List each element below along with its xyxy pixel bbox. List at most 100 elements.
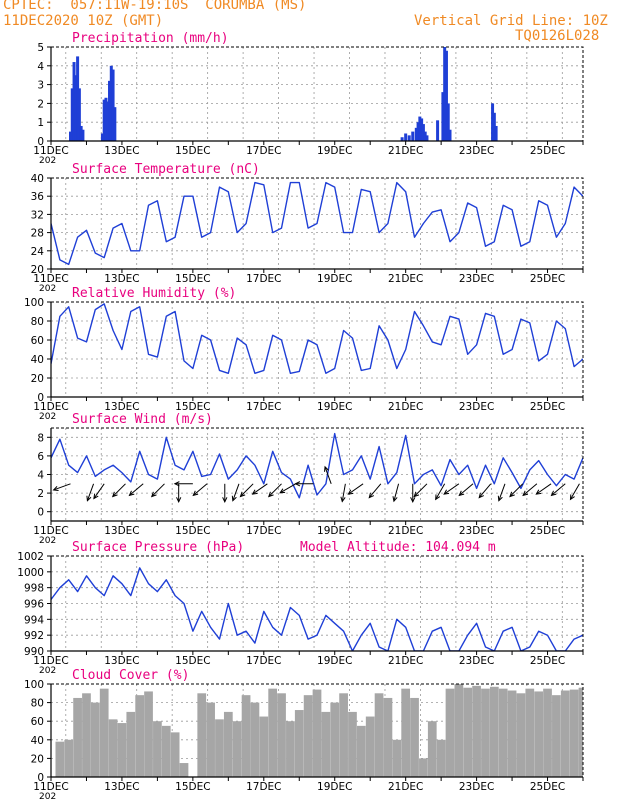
cloud-bar (454, 684, 464, 777)
cloud-bar (560, 690, 570, 777)
cloud-bar (126, 711, 136, 777)
panel-annotation: Model Altitude: 104.094 m (300, 540, 496, 555)
x-tick-label: 25DEC (530, 145, 565, 157)
wind-arrow-shaft (112, 483, 126, 497)
precip-bar (436, 120, 440, 141)
precip-bar (400, 137, 404, 141)
y-tick-label: 1 (37, 117, 44, 129)
wind-arrow-shaft (324, 466, 332, 484)
x-tick-label: 25DEC (530, 401, 565, 413)
y-tick-label: 4 (37, 470, 44, 482)
x-tick-label: 15DEC (175, 655, 210, 667)
wind-arrow (509, 483, 524, 498)
x-year-fragment: 202 (39, 666, 56, 676)
x-tick-label: 19DEC (317, 145, 352, 157)
precip-bar (81, 129, 85, 141)
x-tick-label: 11DEC (33, 655, 68, 667)
wind-arrow (410, 483, 416, 503)
x-tick-label: 11DEC (33, 525, 68, 537)
data-layer (51, 181, 583, 266)
panel-title: Relative Humidity (%) (72, 286, 236, 301)
cloud-bar (82, 693, 91, 777)
precip-bar (100, 133, 104, 141)
wind-arrow-shaft (151, 483, 165, 497)
cloud-bar (401, 688, 411, 777)
header-station-line: CPTEC: 057:11W-19:10S CORUMBA (MS) (3, 0, 307, 13)
y-tick-label: 994 (24, 614, 44, 626)
cloud-bar (312, 689, 322, 777)
wind-arrow (458, 483, 474, 497)
wind-arrow-head (128, 490, 135, 497)
wind-arrow-head (231, 495, 237, 502)
panel-rh: 0 20 40 60 80 100 11DEC 13DEC 15DEC 17DEC 19DEC 21D… (24, 286, 584, 422)
y-tick-label: 0 (37, 507, 44, 519)
x-tick-label: 23DEC (459, 781, 494, 793)
x-tick-label: 21DEC (388, 145, 423, 157)
x-tick-label: 21DEC (388, 401, 423, 413)
x-tick-label: 17DEC (246, 401, 281, 413)
x-tick-label: 19DEC (317, 781, 352, 793)
cloud-bar (117, 723, 127, 777)
precip-bar (111, 69, 115, 141)
precip-bar (102, 99, 106, 141)
wind-arrow (111, 483, 126, 498)
cloud-bar (348, 711, 357, 777)
cloud-bar (73, 697, 82, 777)
y-tick-label: 990 (24, 646, 44, 658)
wind-arrow-head (550, 490, 557, 497)
wind-arrow-head (392, 496, 398, 503)
cloud-bar (232, 721, 242, 777)
y-tick-label: 0 (37, 136, 44, 148)
cloud-bar (481, 688, 490, 777)
cloud-bar (259, 716, 269, 777)
y-tick-label: 2 (37, 98, 44, 110)
cloud-bar (427, 721, 437, 777)
cloud-bar (578, 687, 583, 777)
wind-arrow (340, 483, 346, 503)
y-tick-label: 20 (31, 264, 44, 276)
y-tick-label: 32 (31, 209, 44, 221)
precip-bar (441, 92, 445, 141)
wind-arrow-head (173, 481, 180, 487)
panel-wind: 0 2 4 6 8 11DEC 13DEC 15DEC 17DEC 19DEC 21DEC 23DEC… (33, 412, 584, 546)
x-year-fragment: 202 (39, 156, 56, 166)
x-tick-label: 15DEC (175, 781, 210, 793)
x-tick-label: 13DEC (104, 145, 139, 157)
x-tick-label: 11DEC (33, 781, 68, 793)
cloud-bar (383, 697, 393, 777)
x-tick-label: 23DEC (459, 145, 494, 157)
panel-title: Surface Pressure (hPa) (72, 540, 244, 555)
header-grid-note: Vertical Grid Line: 10Z (414, 13, 608, 29)
wind-arrow-shaft (192, 483, 208, 496)
cloud-bar (472, 685, 481, 777)
wind-arrow (368, 483, 382, 499)
cloud-bar (215, 719, 224, 777)
wind-arrow-head (340, 496, 346, 503)
wind-arrow-head (150, 491, 157, 498)
wind-arrow (392, 483, 400, 503)
x-year-fragment: 202 (39, 284, 56, 294)
x-tick-label: 17DEC (246, 525, 281, 537)
x-tick-label: 23DEC (459, 401, 494, 413)
cloud-bar (419, 758, 428, 777)
cloud-bar (55, 741, 65, 777)
y-tick-label: 5 (37, 42, 44, 54)
precip-bar (404, 133, 408, 141)
x-tick-label: 13DEC (104, 401, 139, 413)
x-tick-label: 25DEC (530, 655, 565, 667)
precip-bar (443, 47, 447, 141)
precip-bar (423, 131, 427, 141)
wind-arrow-head (176, 497, 182, 503)
wind-arrow (267, 483, 282, 498)
x-tick-label: 15DEC (175, 401, 210, 413)
precip-bar (492, 112, 496, 141)
x-year-fragment: 202 (39, 412, 56, 422)
wind-arrow (443, 483, 460, 495)
y-tick-label: 2 (37, 488, 44, 500)
cloud-bar (365, 716, 375, 777)
precip-bar (425, 135, 429, 141)
x-tick-label: 13DEC (104, 273, 139, 285)
x-tick-label: 25DEC (530, 781, 565, 793)
cloud-bar (392, 739, 402, 777)
